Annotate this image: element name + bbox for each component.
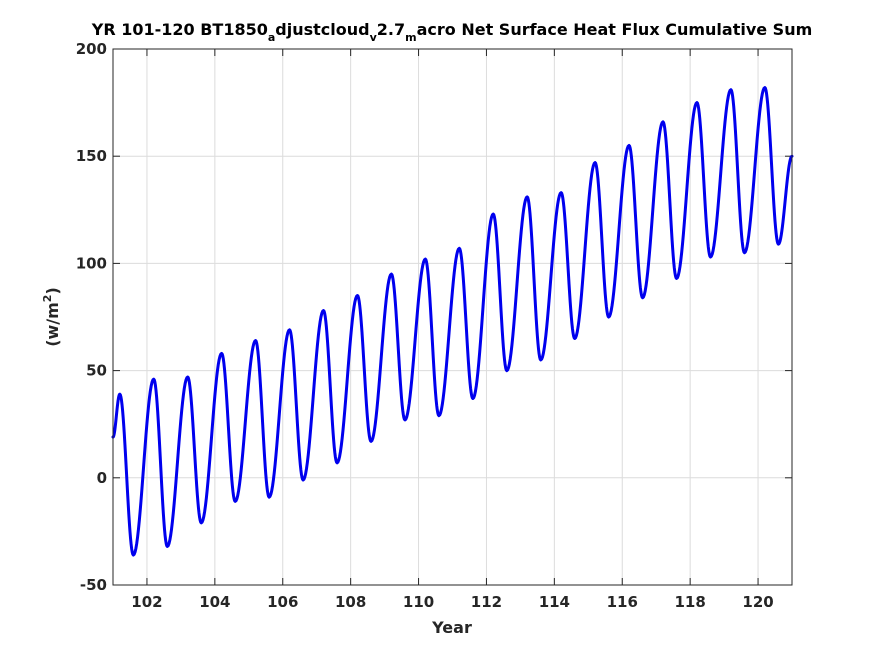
x-tick-label: 102 [131, 593, 162, 611]
y-tick-label: 0 [97, 469, 107, 487]
x-tick-label: 118 [674, 593, 705, 611]
series-layer [111, 86, 794, 557]
x-tick-label: 120 [742, 593, 773, 611]
plot-area-border [112, 48, 793, 586]
x-tick-label: 104 [199, 593, 230, 611]
x-tick-label: 106 [267, 593, 298, 611]
x-axis-label: Year [431, 618, 472, 637]
tick-labels: 102 104 106 108 110 112 114 116 118 120 -50 0 50 100 1… [76, 40, 774, 611]
y-tick-label: 200 [76, 40, 107, 58]
x-tick-label: 114 [539, 593, 570, 611]
y-tick-label: 100 [76, 254, 107, 272]
y-tick-label: -50 [80, 576, 107, 594]
x-tick-label: 110 [403, 593, 434, 611]
y-tick-label: 50 [86, 362, 107, 380]
y-axis-label: (w/m2) [41, 287, 62, 347]
x-tick-label: 112 [471, 593, 502, 611]
chart-title: YR 101-120 BT1850adjustcloudv2.7macro Ne… [91, 20, 813, 44]
y-tick-label: 150 [76, 147, 107, 165]
x-tick-label: 108 [335, 593, 366, 611]
x-tick-label: 116 [607, 593, 638, 611]
series-line [111, 86, 794, 557]
